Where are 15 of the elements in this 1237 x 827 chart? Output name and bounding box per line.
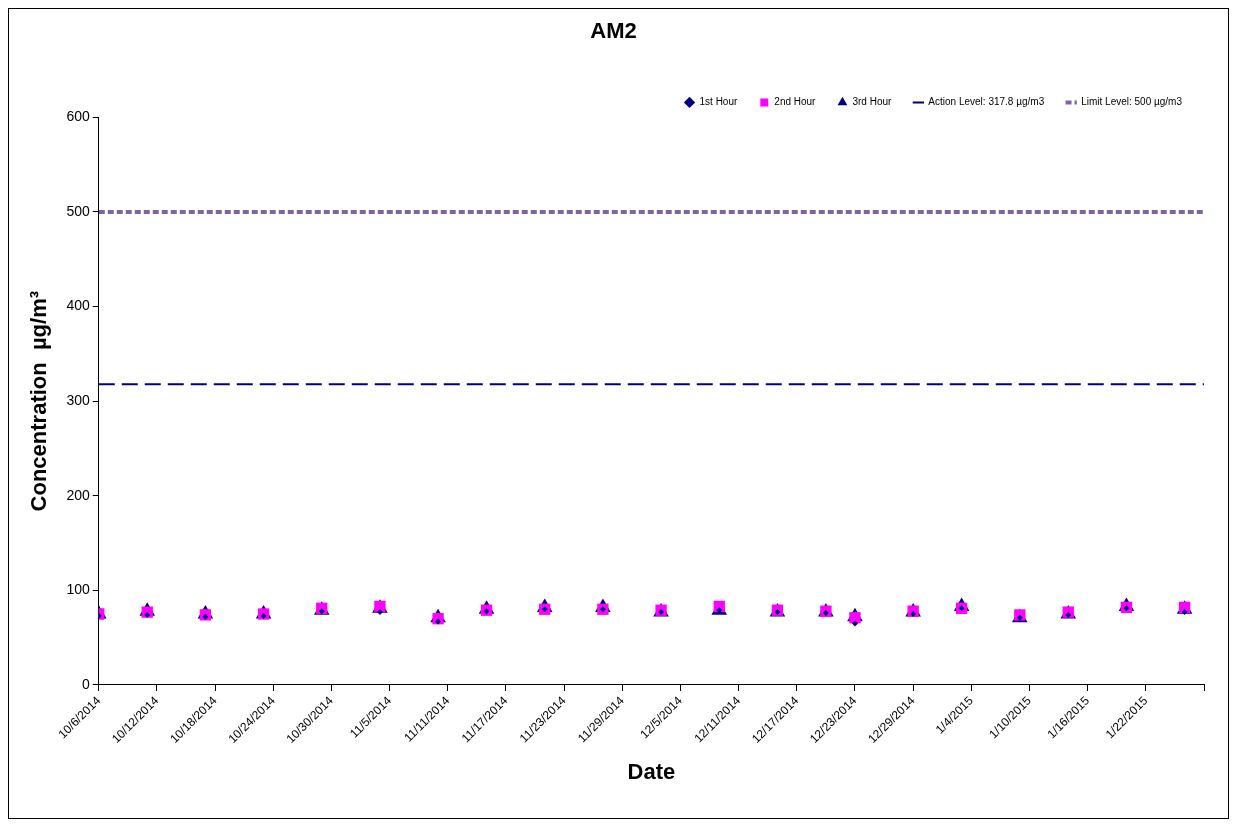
x-axis-title: Date (627, 758, 676, 784)
chart-title: AM2 (590, 18, 637, 44)
y-tick-label: 500 (66, 202, 90, 219)
y-tick-label: 400 (66, 297, 90, 314)
legend-label: 3rd Hour (852, 96, 893, 108)
legend-label: Limit Level: 500 µg/m3 (1081, 96, 1183, 108)
y-tick-label: 200 (66, 486, 90, 503)
y-tick-label: 300 (66, 392, 90, 409)
y-tick-label: 100 (66, 581, 90, 598)
y-axis-title: Concentration µg/m³ (26, 290, 52, 512)
legend-label: Action Level: 317.8 µg/m3 (928, 96, 1045, 108)
legend-label: 1st Hour (699, 96, 738, 108)
legend-label: 2nd Hour (774, 96, 817, 108)
y-tick-label: 0 (81, 675, 90, 692)
y-tick-label: 600 (66, 108, 90, 125)
